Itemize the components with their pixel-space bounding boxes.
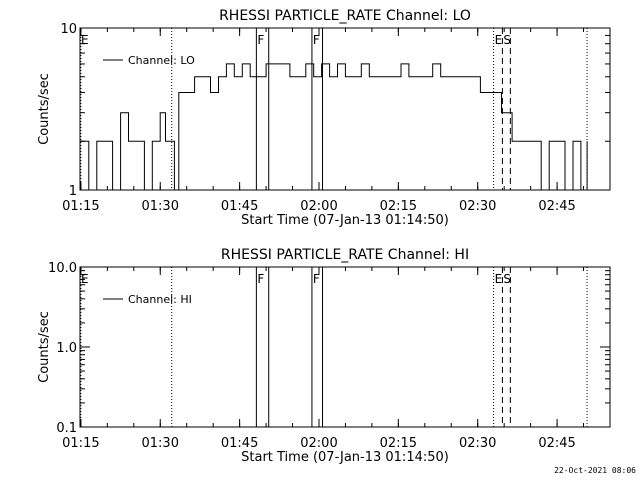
marker-label-1: S — [503, 33, 511, 47]
marker-label-1: F — [313, 33, 320, 47]
plot-frame-1 — [79, 27, 611, 191]
y-tick-label-2: 10.0 — [48, 261, 77, 276]
series-line-1 — [80, 63, 588, 191]
x-axis-label-1: Start Time (07-Jan-13 01:14:50) — [241, 213, 449, 228]
marker-label-2: F — [313, 272, 320, 286]
x-tick-label-2: 02:30 — [459, 436, 496, 451]
x-tick-label-1: 01:30 — [142, 199, 179, 214]
marker-label-2: F — [257, 272, 264, 286]
y-tick-label-1: 1 — [69, 184, 77, 199]
legend-label-1: Channel: LO — [128, 54, 195, 67]
x-tick-label-1: 01:45 — [221, 199, 258, 214]
x-tick-label-1: 01:15 — [62, 199, 99, 214]
marker-label-1: E — [495, 33, 503, 47]
marker-label-1: F — [257, 33, 264, 47]
x-tick-label-1: 02:45 — [538, 199, 575, 214]
marker-label-1: E — [81, 33, 89, 47]
x-tick-label-2: 01:30 — [142, 436, 179, 451]
x-tick-label-1: 02:00 — [300, 199, 337, 214]
marker-label-2: E — [495, 272, 503, 286]
x-tick-label-2: 01:15 — [62, 436, 99, 451]
x-tick-label-1: 02:30 — [459, 199, 496, 214]
marker-label-2: E — [81, 272, 89, 286]
y-axis-label-2: Counts/sec — [37, 311, 52, 383]
y-tick-label-1: 10 — [60, 22, 77, 37]
marker-label-2: S — [503, 272, 511, 286]
chart-title-1: RHESSI PARTICLE_RATE Channel: LO — [219, 8, 471, 24]
plot-frame-2 — [79, 266, 611, 428]
x-tick-label-2: 02:00 — [300, 436, 337, 451]
y-tick-label-2: 1.0 — [56, 341, 77, 356]
x-tick-label-2: 02:45 — [538, 436, 575, 451]
legend-label-2: Channel: HI — [128, 293, 192, 306]
chart-title-2: RHESSI PARTICLE_RATE Channel: HI — [221, 247, 469, 263]
footer-timestamp: 22-Oct-2021 08:06 — [554, 466, 636, 475]
y-tick-label-2: 0.1 — [56, 421, 77, 436]
y-axis-label-1: Counts/sec — [37, 73, 52, 145]
x-tick-label-2: 01:45 — [221, 436, 258, 451]
x-tick-label-1: 02:15 — [380, 199, 417, 214]
x-tick-label-2: 02:15 — [380, 436, 417, 451]
x-axis-label-2: Start Time (07-Jan-13 01:14:50) — [241, 450, 449, 465]
